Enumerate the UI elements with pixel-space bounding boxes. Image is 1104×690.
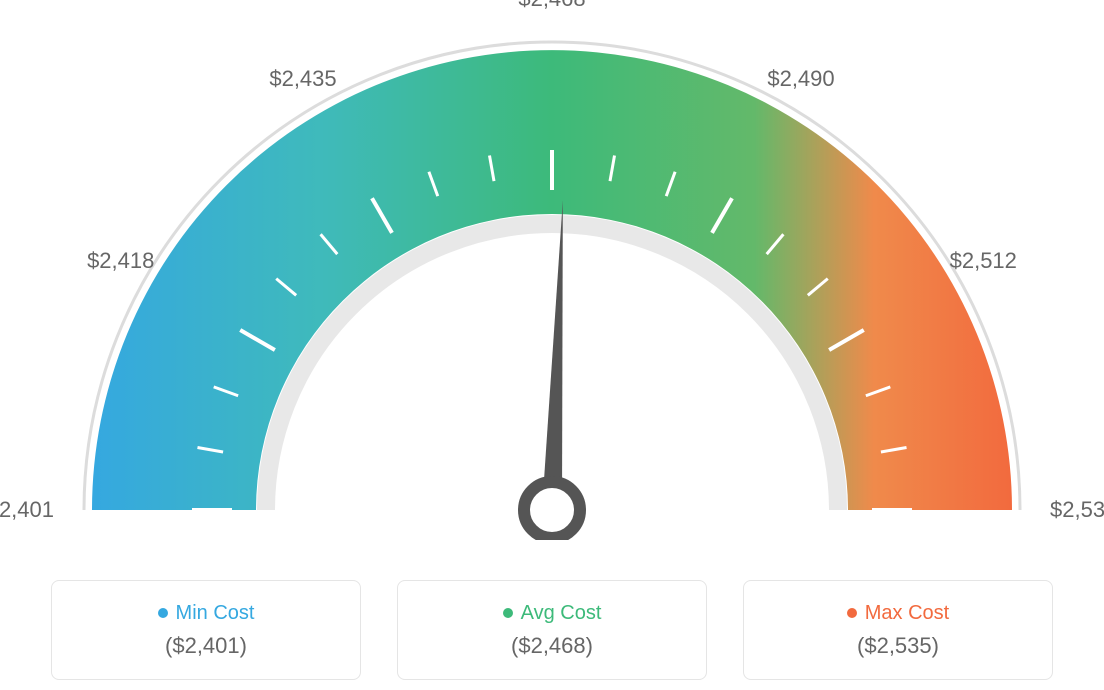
gauge-tick-label: $2,490 bbox=[767, 66, 834, 92]
gauge-tick-label: $2,468 bbox=[518, 0, 585, 12]
legend-value: ($2,535) bbox=[857, 633, 939, 659]
legend-title-text: Max Cost bbox=[865, 602, 949, 625]
legend-title: Max Cost bbox=[847, 602, 949, 625]
legend-dot-icon bbox=[503, 608, 513, 618]
legend-value: ($2,468) bbox=[511, 633, 593, 659]
gauge-tick-label: $2,435 bbox=[269, 66, 336, 92]
legend-title: Avg Cost bbox=[503, 602, 602, 625]
gauge-tick-label: $2,535 bbox=[1050, 497, 1104, 523]
legend-card: Min Cost ($2,401) bbox=[51, 580, 361, 680]
legend-title-text: Avg Cost bbox=[521, 602, 602, 625]
legend-dot-icon bbox=[847, 608, 857, 618]
legend-card: Avg Cost ($2,468) bbox=[397, 580, 707, 680]
gauge-chart: $2,401$2,418$2,435$2,468$2,490$2,512$2,5… bbox=[22, 0, 1082, 540]
legend-title-text: Min Cost bbox=[176, 602, 255, 625]
gauge-tick-label: $2,401 bbox=[0, 497, 54, 523]
gauge-tick-label: $2,418 bbox=[87, 248, 154, 274]
legend-dot-icon bbox=[158, 608, 168, 618]
legend-title: Min Cost bbox=[158, 602, 255, 625]
legend-value: ($2,401) bbox=[165, 633, 247, 659]
gauge-svg bbox=[22, 0, 1082, 540]
legend-card: Max Cost ($2,535) bbox=[743, 580, 1053, 680]
gauge-tick-label: $2,512 bbox=[950, 248, 1017, 274]
legend-row: Min Cost ($2,401) Avg Cost ($2,468) Max Cost… bbox=[0, 580, 1104, 680]
